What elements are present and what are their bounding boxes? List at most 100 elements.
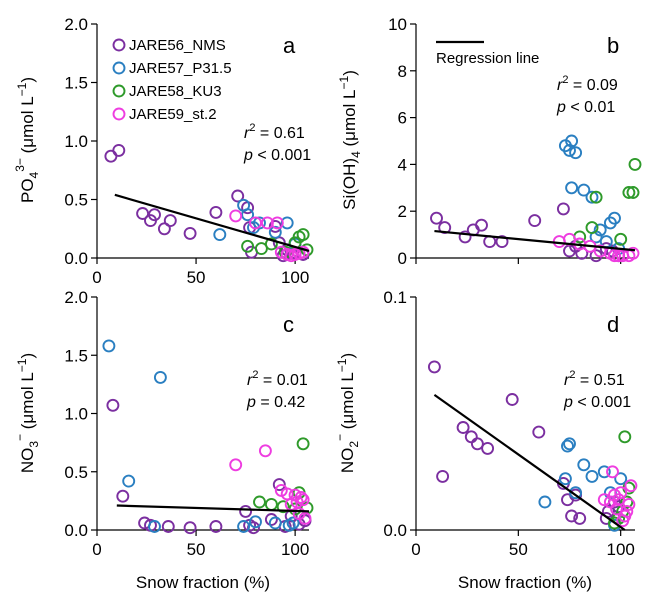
data-point (622, 186, 636, 199)
data-point (558, 472, 572, 486)
data-point (249, 515, 262, 529)
regression-line (116, 504, 310, 513)
data-point (148, 520, 161, 533)
data-point (464, 430, 478, 444)
stats-a: r2 = 0.61 p < 0.001 (243, 122, 311, 164)
data-point (620, 504, 634, 518)
data-point (106, 398, 120, 412)
data-point (456, 421, 470, 434)
data-point (296, 245, 310, 259)
data-point (241, 208, 255, 222)
legend-label: JARE56_NMS (129, 37, 226, 54)
regression-legend-label: Regression line (436, 50, 539, 67)
data-point (538, 495, 552, 509)
data-point (264, 497, 278, 511)
data-point (296, 437, 310, 451)
data-point (161, 520, 175, 533)
x-tick-label: 0 (92, 540, 101, 559)
legend-marker (112, 38, 126, 52)
stats-d: r2 = 0.51 p < 0.001 (563, 369, 631, 411)
stats-a-p-value: < 0.001 (257, 147, 311, 164)
data-point (157, 222, 171, 236)
data-point (601, 504, 615, 518)
data-point (276, 500, 290, 514)
data-point (136, 207, 150, 220)
data-point (470, 437, 484, 451)
stats-b-r2-value: 0.09 (587, 77, 618, 94)
data-point (577, 183, 591, 197)
legend: JARE56_NMS JARE57_P31.5 JARE58_KU3 JARE59_s… (112, 37, 232, 123)
data-point (229, 209, 243, 223)
legend-marker (112, 61, 126, 75)
data-point (528, 214, 542, 228)
data-point (104, 149, 118, 163)
panel-a-ylabel: PO43− (μmol L−1) (13, 77, 41, 203)
data-point (241, 239, 255, 253)
data-point (532, 425, 546, 439)
panel-letter-a: a (283, 33, 296, 58)
stats-b-p-value: < 0.01 (570, 99, 615, 116)
y-tick-label: 2.0 (64, 15, 88, 34)
data-point (436, 469, 450, 483)
data-point (229, 458, 243, 472)
data-point (264, 513, 278, 526)
y-tick-label: 0.5 (64, 191, 88, 210)
panel-letter-d: d (607, 312, 619, 337)
data-point (253, 216, 266, 230)
data-point (280, 216, 294, 230)
data-point (475, 218, 488, 232)
stats-b-p: p < 0.01 (556, 99, 615, 116)
data-point (585, 190, 599, 204)
data-point (620, 495, 634, 509)
y-tick-label: 0.0 (64, 521, 88, 540)
data-point (597, 493, 611, 507)
data-point (626, 186, 640, 199)
y-tick-label: 4 (398, 155, 407, 174)
regression-line (433, 393, 626, 531)
y-tick-label: 2.0 (64, 288, 88, 307)
stats-a-r2-value: 0.61 (274, 125, 305, 142)
data-point (614, 472, 628, 486)
data-point (298, 511, 312, 525)
data-point (296, 228, 310, 242)
data-point (148, 208, 161, 222)
data-point (296, 493, 310, 507)
x-tick-label: 100 (281, 268, 309, 287)
data-point (231, 189, 245, 203)
y-tick-label: 8 (398, 62, 407, 81)
data-point (575, 246, 589, 260)
data-point (102, 339, 116, 353)
data-point (264, 237, 278, 251)
regression-legend: Regression line (436, 40, 539, 67)
y-tick-label: 0 (398, 249, 407, 268)
data-point (253, 495, 266, 509)
legend-label: JARE59_st.2 (129, 106, 217, 123)
data-point (247, 521, 260, 535)
data-point (209, 205, 223, 219)
legend-marker (112, 84, 126, 98)
data-point (116, 489, 130, 503)
data-point (239, 504, 253, 518)
data-point (183, 226, 197, 240)
data-point (272, 478, 286, 492)
data-point (569, 146, 583, 160)
data-point (563, 437, 576, 451)
panel-d-ylabel: NO2− (μmol L−1) (333, 353, 361, 473)
stats-c: r2 = 0.01 p = 0.42 (246, 369, 308, 411)
stats-b: r2 = 0.09 p < 0.01 (556, 74, 618, 116)
data-point (505, 393, 519, 406)
data-point (608, 249, 621, 263)
stats-c-r2-value: 0.01 (277, 372, 308, 389)
data-point (569, 486, 583, 500)
data-point (260, 216, 274, 230)
data-point (258, 444, 272, 458)
y-tick-label: 0.1 (383, 288, 407, 307)
data-point (237, 520, 251, 533)
data-point (458, 230, 472, 244)
y-tick-label: 0.5 (64, 463, 88, 482)
panel-d-xlabel: Snow fraction (%) (458, 573, 592, 592)
x-tick-label: 100 (606, 540, 634, 559)
data-point (430, 211, 443, 225)
data-point (628, 157, 642, 171)
data-point (556, 202, 570, 216)
